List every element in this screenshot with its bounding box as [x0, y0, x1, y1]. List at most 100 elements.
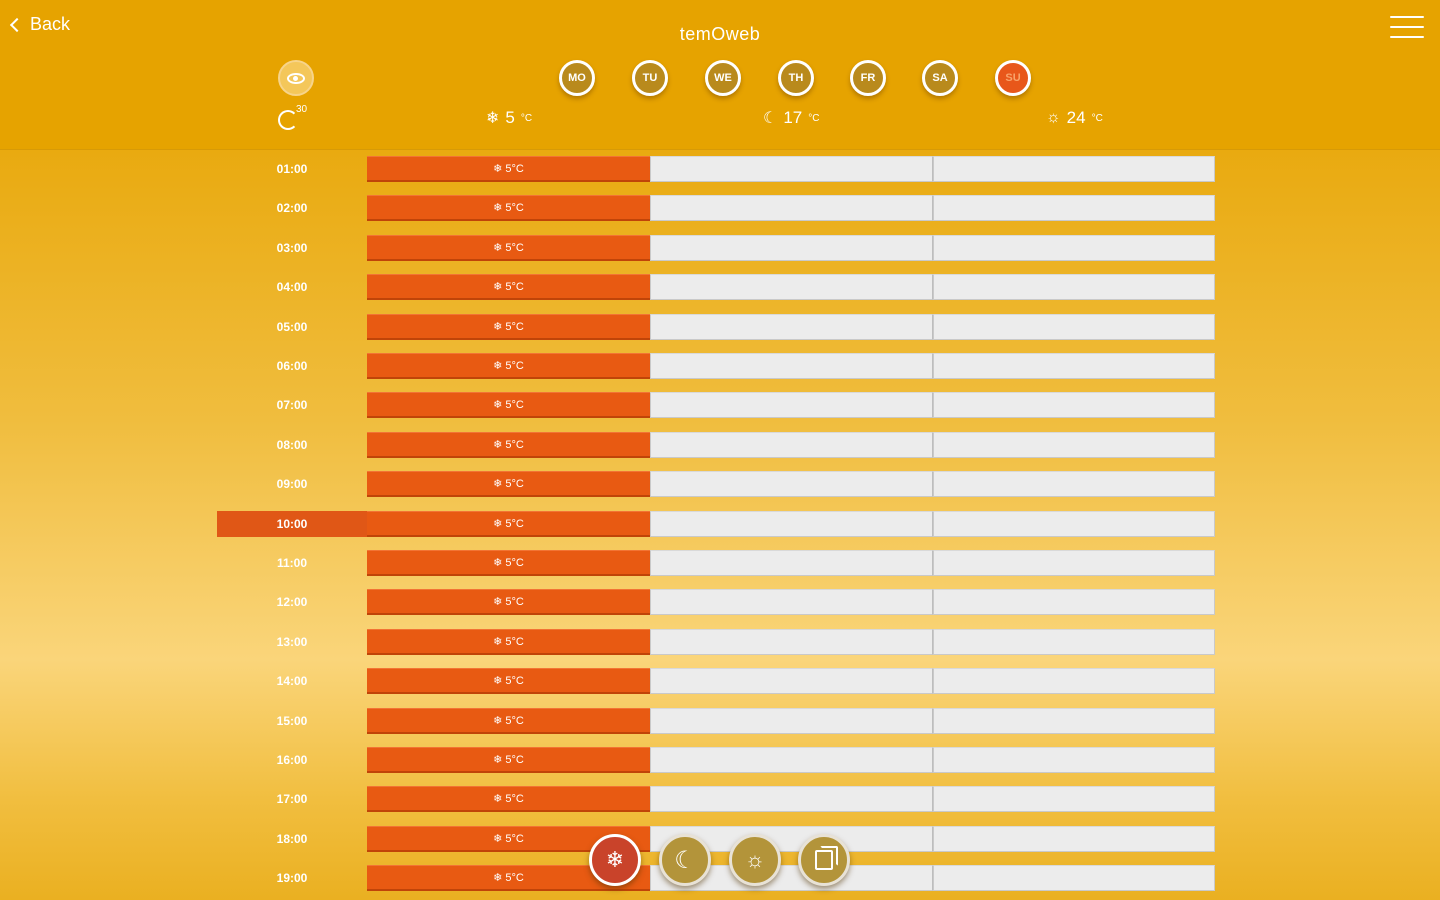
- time-label: 06:00: [276, 359, 308, 373]
- time-label: 10:00: [217, 511, 367, 537]
- temperature-unit: °C: [808, 112, 820, 124]
- back-button[interactable]: Back: [9, 14, 70, 35]
- schedule-cell-day[interactable]: [933, 550, 1215, 576]
- day-button-fr[interactable]: FR: [850, 60, 886, 96]
- schedule-cell-night[interactable]: [650, 747, 933, 773]
- schedule-cell-night[interactable]: [650, 786, 933, 812]
- schedule-cell-day[interactable]: [933, 353, 1215, 379]
- temperature-preset[interactable]: ❄ 5 °C: [486, 108, 532, 128]
- schedule-cell-cold[interactable]: ❄ 5°C: [367, 392, 650, 418]
- schedule-cell-night[interactable]: [650, 353, 933, 379]
- schedule-cell-night[interactable]: [650, 156, 933, 182]
- schedule-cell-cold[interactable]: ❄ 5°C: [367, 314, 650, 340]
- schedule-cell-day[interactable]: [933, 747, 1215, 773]
- temperature-presets: ❄ 5 °C ☾ 17 °C ☼ 24 °C: [0, 108, 1440, 134]
- schedule-cell-day[interactable]: [933, 156, 1215, 182]
- time-label: 14:00: [276, 674, 308, 688]
- schedule-cell-night[interactable]: [650, 471, 933, 497]
- schedule-cell-night[interactable]: [650, 392, 933, 418]
- schedule-cell-night[interactable]: [650, 314, 933, 340]
- time-label: 03:00: [276, 241, 308, 255]
- menu-button[interactable]: [1390, 16, 1424, 42]
- app-logo: temOweb: [679, 24, 761, 44]
- day-button-we[interactable]: WE: [705, 60, 741, 96]
- day-button-tu[interactable]: TU: [632, 60, 668, 96]
- time-label: 11:00: [276, 556, 308, 570]
- schedule-cell-day[interactable]: [933, 708, 1215, 734]
- time-label: 01:00: [276, 162, 308, 176]
- moon-icon: ☾: [763, 110, 778, 127]
- schedule-cell-cold[interactable]: ❄ 5°C: [367, 708, 650, 734]
- time-label: 05:00: [276, 320, 308, 334]
- schedule-cell-cold[interactable]: ❄ 5°C: [367, 353, 650, 379]
- schedule-cell-cold[interactable]: ❄ 5°C: [367, 432, 650, 458]
- schedule-cell-night[interactable]: [650, 274, 933, 300]
- schedule-cell-day[interactable]: [933, 826, 1215, 852]
- day-mode-button[interactable]: ☼: [729, 834, 781, 886]
- schedule-cell-cold[interactable]: ❄ 5°C: [367, 511, 650, 537]
- schedule-cell-cold[interactable]: ❄ 5°C: [367, 786, 650, 812]
- temperature-preset[interactable]: ☼ 24 °C: [1046, 108, 1103, 128]
- sun-icon: ☼: [744, 847, 766, 872]
- day-button-th[interactable]: TH: [778, 60, 814, 96]
- schedule-cell-night[interactable]: [650, 708, 933, 734]
- schedule-cell-night[interactable]: [650, 629, 933, 655]
- timer-button[interactable]: 30: [276, 104, 310, 134]
- schedule-cell-day[interactable]: [933, 471, 1215, 497]
- temperature-preset[interactable]: ☾ 17 °C: [763, 108, 820, 128]
- schedule-cell-cold[interactable]: ❄ 5°C: [367, 471, 650, 497]
- snowflake-icon: ❄: [486, 110, 500, 127]
- schedule-cell-night[interactable]: [650, 432, 933, 458]
- time-label: 13:00: [276, 635, 308, 649]
- schedule-cell-day[interactable]: [933, 432, 1215, 458]
- schedule-cell-day[interactable]: [933, 314, 1215, 340]
- time-label: 07:00: [276, 398, 308, 412]
- day-button-mo[interactable]: MO: [559, 60, 595, 96]
- copy-icon: [815, 846, 838, 870]
- view-toggle-button[interactable]: [278, 60, 314, 96]
- schedule-cell-day[interactable]: [933, 274, 1215, 300]
- temperature-value: 24: [1066, 108, 1086, 127]
- schedule-cell-day[interactable]: [933, 511, 1215, 537]
- schedule-cell-cold[interactable]: ❄ 5°C: [367, 235, 650, 261]
- snowflake-mode-button[interactable]: ❄: [589, 834, 641, 886]
- schedule-cell-night[interactable]: [650, 668, 933, 694]
- night-mode-button[interactable]: ☾: [659, 834, 711, 886]
- day-button-su[interactable]: SU: [995, 60, 1031, 96]
- schedule-cell-cold[interactable]: ❄ 5°C: [367, 274, 650, 300]
- time-label: 04:00: [276, 280, 308, 294]
- schedule-cell-night[interactable]: [650, 195, 933, 221]
- schedule-cell-night[interactable]: [650, 550, 933, 576]
- schedule-cell-cold[interactable]: ❄ 5°C: [367, 156, 650, 182]
- schedule-cell-day[interactable]: [933, 786, 1215, 812]
- schedule-cell-cold[interactable]: ❄ 5°C: [367, 629, 650, 655]
- moon-icon: ☾: [674, 846, 696, 874]
- schedule-cell-cold[interactable]: ❄ 5°C: [367, 668, 650, 694]
- schedule-cell-night[interactable]: [650, 589, 933, 615]
- copy-button[interactable]: [798, 834, 850, 886]
- menu-icon-line: [1390, 26, 1424, 28]
- schedule-cell-day[interactable]: [933, 629, 1215, 655]
- schedule-cell-cold[interactable]: ❄ 5°C: [367, 195, 650, 221]
- temperature-unit: °C: [1091, 112, 1103, 124]
- schedule-cell-cold[interactable]: ❄ 5°C: [367, 589, 650, 615]
- schedule-cell-day[interactable]: [933, 865, 1215, 891]
- schedule-cell-cold[interactable]: ❄ 5°C: [367, 550, 650, 576]
- time-label: 12:00: [276, 595, 308, 609]
- time-label: 18:00: [276, 832, 308, 846]
- time-label: 16:00: [276, 753, 308, 767]
- day-selector: MO TU WE TH FR SA SU: [0, 60, 1440, 96]
- day-button-sa[interactable]: SA: [922, 60, 958, 96]
- timer-label: 30: [296, 104, 308, 115]
- timer-icon: [278, 110, 298, 130]
- schedule-cell-night[interactable]: [650, 235, 933, 261]
- schedule-cell-day[interactable]: [933, 668, 1215, 694]
- menu-icon: [1390, 16, 1424, 18]
- schedule-cell-day[interactable]: [933, 589, 1215, 615]
- schedule-cell-day[interactable]: [933, 195, 1215, 221]
- schedule-cell-day[interactable]: [933, 392, 1215, 418]
- schedule-cell-cold[interactable]: ❄ 5°C: [367, 747, 650, 773]
- schedule-cell-day[interactable]: [933, 235, 1215, 261]
- temperature-value: 5: [505, 108, 515, 127]
- schedule-cell-night[interactable]: [650, 511, 933, 537]
